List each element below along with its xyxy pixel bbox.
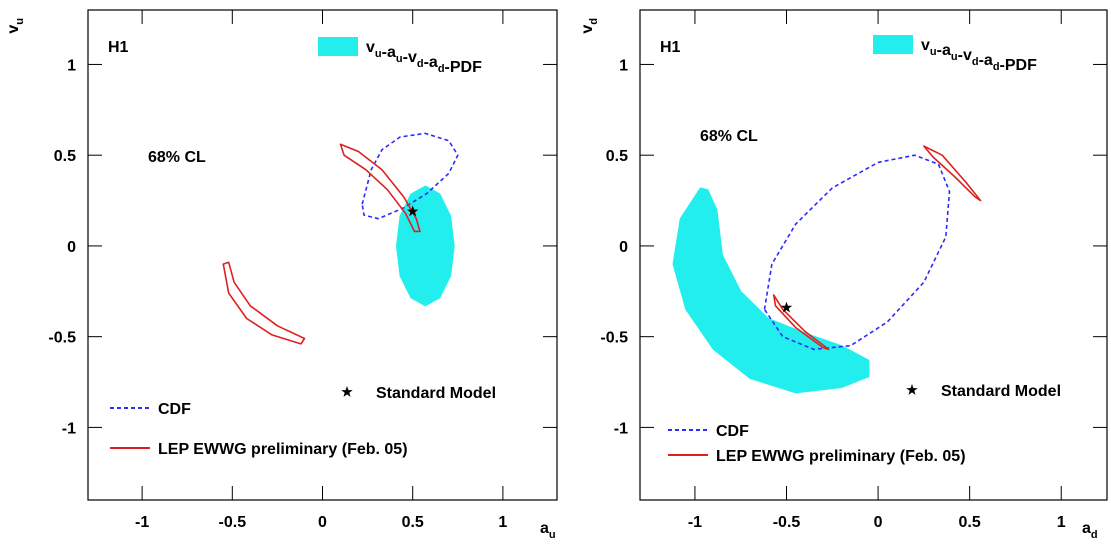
legend-label: CDF (158, 401, 191, 418)
legend-label: LEP EWWG preliminary (Feb. 05) (158, 441, 408, 458)
legend-swatch (873, 35, 913, 54)
cl-note: 68% CL (148, 149, 206, 166)
data-point (780, 301, 793, 313)
y-tick-label: -1 (614, 420, 628, 437)
x-axis-label: ad (1082, 520, 1098, 541)
legend-marker (906, 384, 918, 395)
contour-line (361, 132, 459, 220)
x-tick-label: -0.5 (773, 514, 801, 531)
x-tick-label: -1 (135, 514, 149, 531)
contour-line (772, 145, 982, 351)
annotation: H1 (660, 39, 681, 56)
data-point (407, 205, 419, 217)
legend-swatch (318, 37, 358, 56)
y-tick-label: -1 (62, 420, 76, 437)
contour-line (222, 143, 421, 345)
x-axis-label: au (540, 520, 556, 541)
y-tick-label: -0.5 (48, 330, 76, 347)
legend-label: Standard Model (376, 385, 496, 402)
legend-label: Standard Model (941, 383, 1061, 400)
x-tick-label: 1 (498, 514, 507, 531)
y-tick-label: 0 (67, 239, 76, 256)
cl-note: 68% CL (700, 128, 758, 145)
x-tick-label: 0.5 (959, 514, 981, 531)
y-tick-label: 0 (619, 239, 628, 256)
x-tick-label: 0 (874, 514, 883, 531)
x-tick-label: 0.5 (402, 514, 424, 531)
x-tick-label: 1 (1057, 514, 1066, 531)
x-tick-label: 0 (318, 514, 327, 531)
contour-area (396, 185, 455, 307)
y-tick-label: 0.5 (606, 148, 628, 165)
y-tick-label: 1 (619, 57, 628, 74)
x-tick-label: -0.5 (219, 514, 247, 531)
annotation: H1 (108, 39, 129, 56)
legend-marker (341, 386, 353, 397)
legend-label: CDF (716, 423, 749, 440)
legend-label: LEP EWWG preliminary (Feb. 05) (716, 448, 966, 465)
y-tick-label: 0.5 (54, 148, 76, 165)
x-tick-label: -1 (688, 514, 702, 531)
y-tick-label: -0.5 (600, 330, 628, 347)
y-axis-label: vd (579, 18, 600, 34)
plot-frame (87, 9, 558, 501)
contour-area (672, 187, 870, 394)
y-tick-label: 1 (67, 57, 76, 74)
y-axis-label: vu (5, 18, 26, 34)
